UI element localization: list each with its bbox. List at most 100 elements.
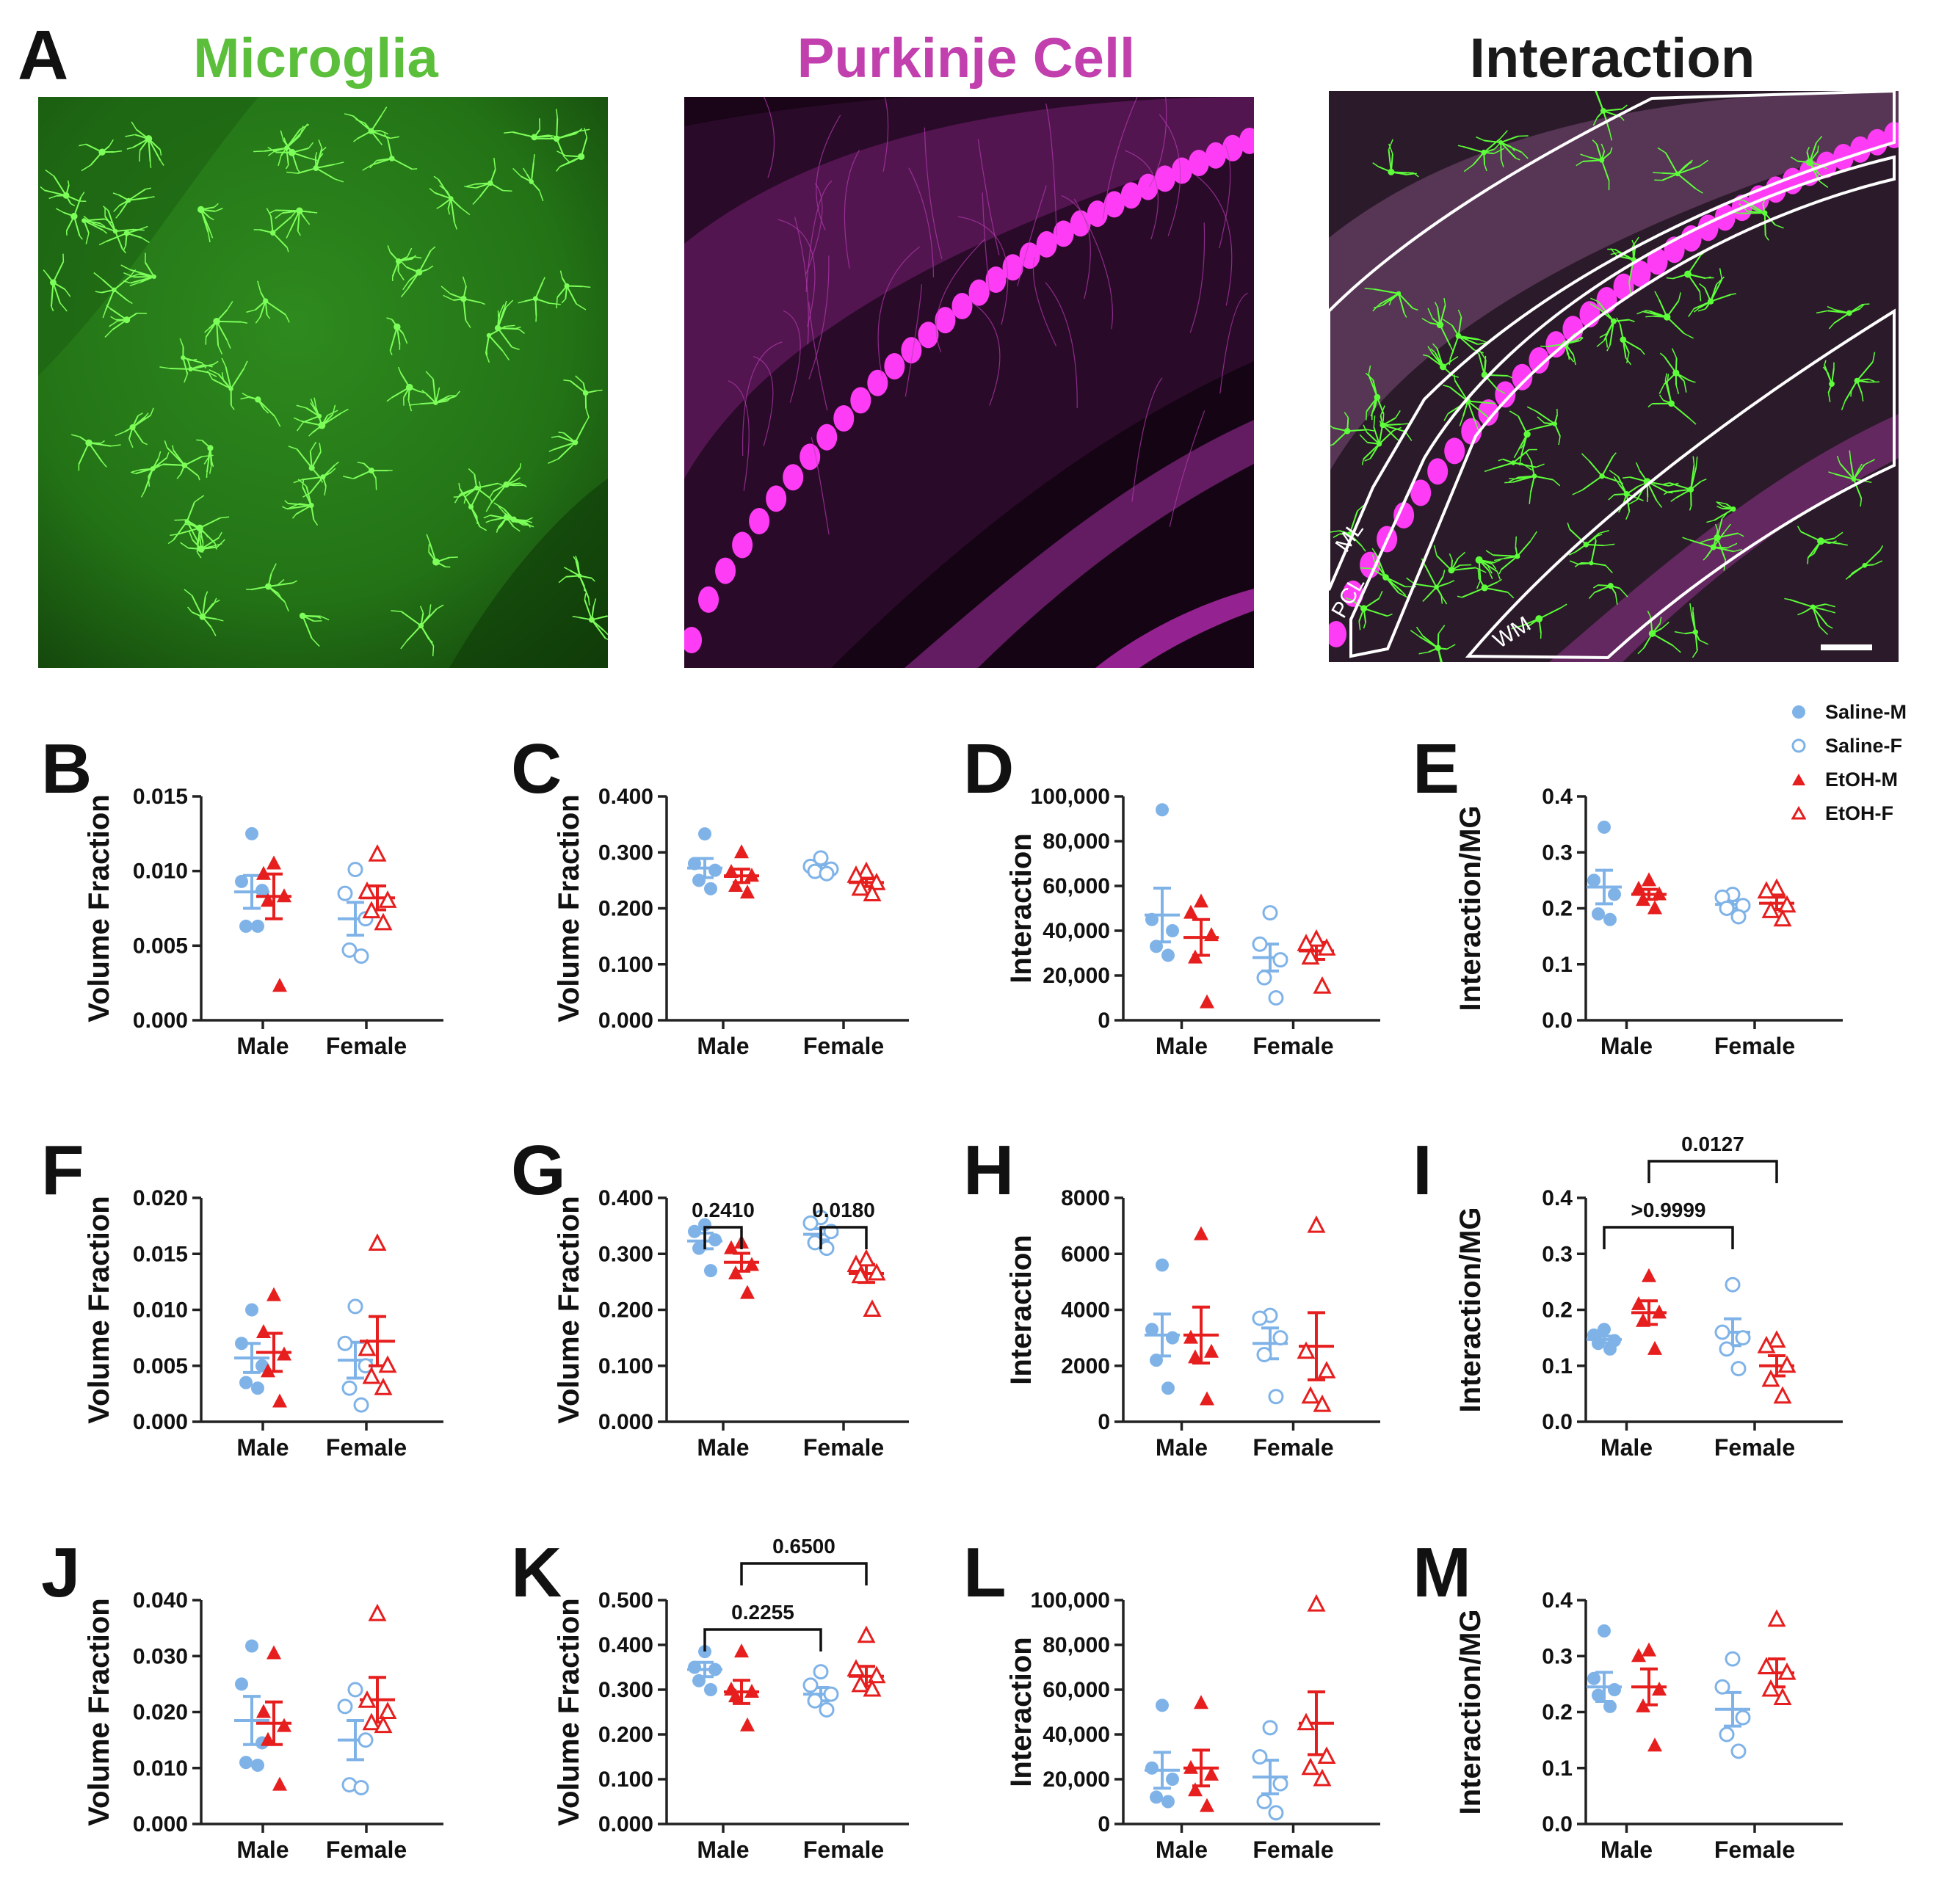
legend-item-etoh-m: EtOH-M: [1791, 765, 1898, 794]
y-tick-label: 60,000: [1043, 874, 1110, 898]
microglia-cell: [512, 154, 544, 202]
series-saline-f: [337, 862, 374, 964]
interaction-image-svg: ML PCL WM: [1329, 91, 1899, 662]
purkinje-soma: [715, 557, 736, 584]
data-point: [368, 1603, 387, 1621]
y-tick-label: 2000: [1061, 1354, 1110, 1378]
series-etoh-m: [1631, 872, 1667, 915]
y-tick-label: 0.1: [1542, 953, 1573, 977]
data-point: [1313, 1394, 1332, 1412]
data-point: [1773, 1386, 1792, 1404]
data-point: [1777, 895, 1797, 913]
data-point: [1652, 1304, 1667, 1319]
data-point: [1272, 1776, 1288, 1792]
microglia-cell: [1410, 625, 1456, 662]
data-point: [358, 1338, 377, 1356]
data-point: [261, 1363, 275, 1378]
data-point: [688, 1660, 701, 1674]
data-point: [863, 1679, 882, 1697]
microglia-cell: [518, 277, 561, 322]
data-point: [724, 1682, 739, 1696]
data-point: [1183, 1329, 1198, 1344]
series-saline-m: [687, 827, 722, 895]
microglia-cell: [572, 593, 608, 640]
microglia-cell: [548, 416, 590, 465]
y-tick-label: 0.4: [1542, 1186, 1573, 1210]
y-tick-label: 0.300: [598, 840, 653, 865]
data-point: [819, 1701, 835, 1718]
data-point: [1592, 907, 1605, 921]
series-saline-m: [1587, 1323, 1622, 1356]
microglia-cell: [281, 479, 319, 526]
legend-item-etoh-f: EtOH-F: [1791, 799, 1893, 828]
purkinje-image-svg: [684, 97, 1254, 668]
data-point: [708, 863, 722, 877]
data-point: [1603, 912, 1617, 926]
microglia-cell: [184, 589, 224, 636]
data-point: [256, 865, 271, 880]
data-point: [251, 1758, 264, 1772]
data-point: [1761, 901, 1780, 918]
purkinje-soma: [1478, 399, 1499, 426]
y-tick-label: 100,000: [1031, 1588, 1110, 1613]
microglia-cell: [179, 338, 207, 383]
chart-panel-h: H 0 2000 4000 6000 8000 Male Female Interaction: [963, 1131, 1380, 1461]
series-saline-f: [1714, 886, 1751, 925]
data-point: [1647, 900, 1662, 915]
y-tick-label: 0.400: [598, 785, 653, 809]
data-point: [1719, 1726, 1735, 1743]
data-point: [1194, 1695, 1208, 1709]
microglia-cell: [1636, 291, 1694, 339]
data-point: [1307, 929, 1326, 947]
microglia-cell: [1372, 139, 1419, 178]
series-etoh-f: [1757, 878, 1797, 927]
dendrite-line: [1073, 198, 1114, 330]
chart-panel-j: J 0.000 0.010 0.020 0.030 0.040 Male Female Volu…: [41, 1533, 443, 1863]
series-saline-m: [1145, 803, 1180, 962]
data-point: [1777, 1662, 1797, 1680]
microglia-cell: [485, 463, 527, 512]
y-axis-label: Volume Fraction: [553, 794, 585, 1022]
purkinje-soma: [1222, 134, 1243, 161]
data-point: [1767, 1609, 1786, 1627]
filled-triangle-marker: [1792, 774, 1805, 785]
data-point: [1156, 803, 1169, 817]
x-tick-label: Male: [236, 1836, 289, 1863]
purkinje-soma: [1444, 437, 1465, 465]
data-point: [255, 884, 269, 898]
y-tick-label: 40,000: [1043, 1723, 1110, 1747]
y-tick-label: 0.015: [133, 785, 188, 809]
microglia-cell: [204, 301, 248, 355]
data-point: [1150, 1790, 1163, 1804]
data-point: [851, 1265, 870, 1284]
y-tick-label: 40,000: [1043, 919, 1110, 943]
microglia-cell: [1360, 548, 1416, 598]
p-value-label: 0.0127: [1681, 1133, 1744, 1155]
data-point: [1592, 1337, 1605, 1351]
x-tick-label: Male: [697, 1836, 749, 1863]
microglia-cell: [1475, 556, 1501, 589]
data-point: [724, 863, 739, 878]
microglia-cell: [556, 128, 588, 172]
data-point: [1773, 1687, 1792, 1705]
series-etoh-m: [256, 1645, 291, 1791]
x-tick-label: Female: [326, 1033, 407, 1059]
data-point: [704, 1683, 717, 1696]
chart-panel-i: I 0.0 0.1 0.2 0.3 0.4 Male Female Interaction/MG…: [1413, 1131, 1843, 1461]
y-tick-label: 0.400: [598, 1186, 653, 1210]
purkinje-soma: [1120, 182, 1142, 209]
y-tick-label: 0.100: [598, 953, 653, 977]
data-point: [1166, 924, 1179, 937]
data-point: [1608, 887, 1621, 901]
microglia-image-svg: [38, 97, 608, 668]
data-point: [239, 1756, 253, 1770]
microglia-cell: [344, 106, 399, 145]
panel-letter: F: [41, 1131, 84, 1210]
microglia-cell: [1589, 297, 1635, 352]
data-point: [1256, 970, 1272, 986]
data-point: [823, 1686, 839, 1702]
dendrite-line: [763, 97, 775, 178]
y-tick-label: 0.300: [598, 1678, 653, 1702]
data-point: [863, 884, 882, 901]
microglia-cell: [1797, 526, 1848, 564]
